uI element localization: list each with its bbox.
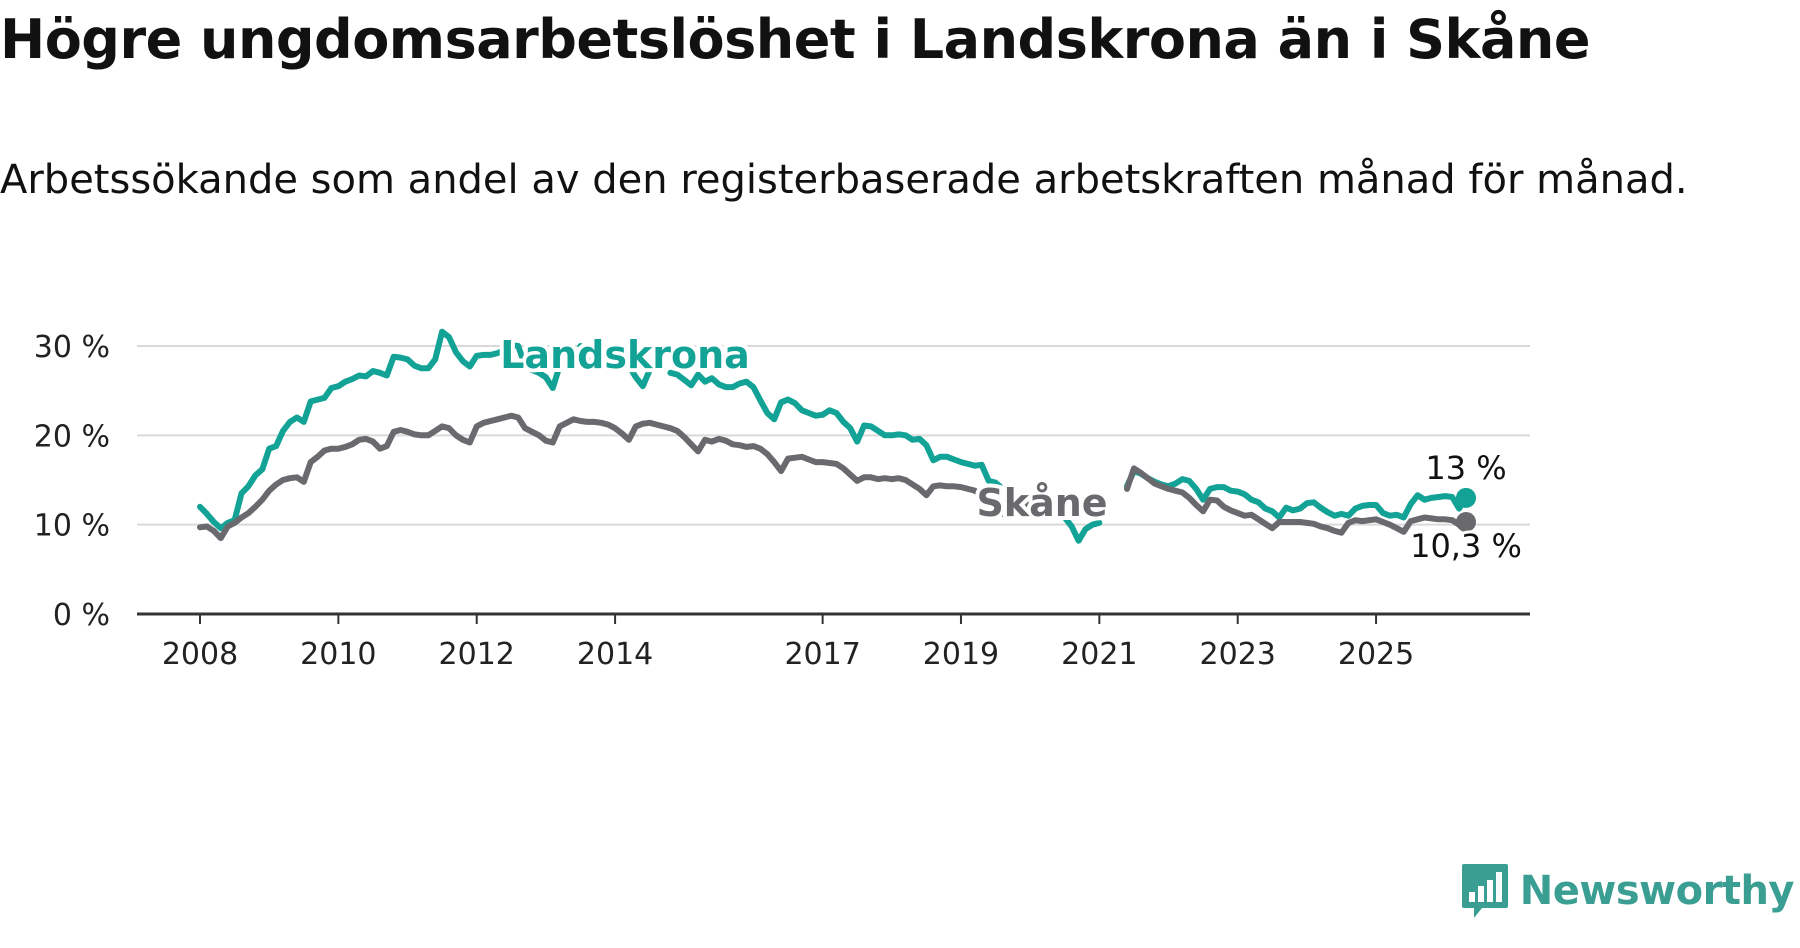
series-labels: Landskrona Skåne 13 % 10,3 %: [496, 329, 1525, 568]
x-tick-label-2017: 2017: [784, 637, 860, 672]
series-line-landskrona-4: [1061, 514, 1103, 544]
y-tick-label-30: 30 %: [34, 330, 110, 365]
end-point-landskrona: [1456, 487, 1476, 508]
series-line-sk-ne-1: [1124, 465, 1469, 536]
grid-lines: [137, 345, 1530, 526]
end-point-sk-ne: [1456, 511, 1476, 532]
x-tick-label-2008: 2008: [162, 637, 238, 672]
series-lines: [197, 328, 1476, 544]
x-tick-label-2019: 2019: [923, 637, 999, 672]
end-label-skane: 10,3 %: [1410, 527, 1522, 565]
chart-title: Högre ungdomsarbetslöshet i Landskrona ä…: [0, 8, 1590, 71]
series-line-landskrona-0: [197, 328, 563, 532]
series-line-landskrona-5: [1124, 468, 1469, 521]
x-tick-label-2014: 2014: [577, 637, 653, 672]
x-tick-label-2010: 2010: [300, 637, 376, 672]
series-line-landskrona-1: [577, 343, 591, 363]
chart-subtitle: Arbetssökande som andel av den registerb…: [0, 157, 1688, 203]
series-label-skane: Skåne: [976, 481, 1107, 525]
series-line-landskrona-2: [625, 360, 660, 390]
end-label-landskrona: 13 %: [1425, 449, 1506, 487]
x-tick-label-2025: 2025: [1338, 637, 1414, 672]
y-tick-label-10: 10 %: [34, 509, 110, 544]
series-label-landskrona: Landskrona: [500, 333, 750, 377]
newsworthy-logo-icon: [1461, 864, 1508, 918]
series-line-landskrona-3: [667, 369, 1054, 517]
x-tick-label-2023: 2023: [1200, 637, 1276, 672]
newsworthy-brand: Newsworthy: [1460, 862, 1795, 920]
x-tick-label-2021: 2021: [1061, 637, 1137, 672]
brand-name: Newsworthy: [1519, 868, 1795, 914]
x-tick-label-2012: 2012: [439, 637, 515, 672]
y-tick-label-0: 0 %: [53, 598, 110, 633]
x-axis: 2008 2010 2012 2014 2017 2019 2021 2023 2025: [137, 612, 1530, 672]
y-axis-ticks: 0 % 10 % 20 % 30 %: [34, 330, 110, 633]
series-line-sk-ne-0: [197, 412, 1041, 542]
y-tick-label-20: 20 %: [34, 419, 110, 454]
